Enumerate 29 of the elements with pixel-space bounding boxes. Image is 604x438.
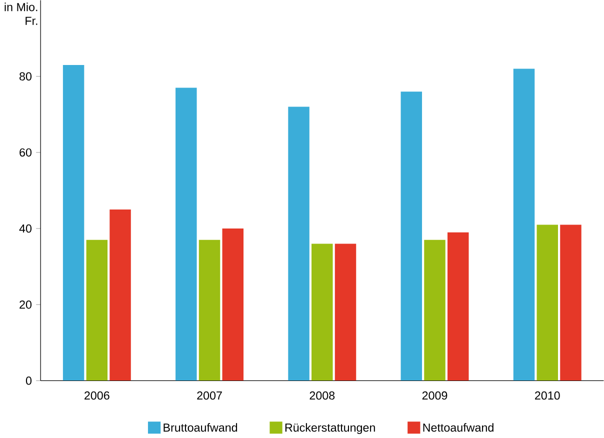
y-tick-label: 60	[20, 148, 32, 157]
x-tick-label: 2008	[310, 392, 335, 400]
bar	[288, 107, 310, 381]
bar	[62, 65, 84, 381]
x-tick-label: 2009	[422, 392, 448, 400]
bar	[86, 240, 108, 381]
y-tick-label: 80	[20, 72, 32, 81]
bar	[176, 88, 197, 381]
legend-label: Bruttoaufwand	[164, 423, 238, 432]
x-tick-label: 2010	[535, 392, 560, 400]
bar	[110, 210, 131, 381]
bar	[334, 244, 356, 381]
y-tick-label: 20	[20, 300, 32, 309]
x-tick-label: 2007	[197, 392, 222, 400]
y-axis-title: in Mio. Fr.	[4, 2, 38, 26]
bar	[312, 244, 333, 381]
y-tick-label: 0	[26, 376, 32, 386]
x-tick-label: 2006	[84, 392, 110, 400]
legend-label: Nettoaufwand	[423, 423, 494, 432]
bar	[222, 228, 244, 381]
bar	[513, 68, 535, 381]
bar	[400, 92, 422, 381]
bar	[447, 232, 469, 381]
bar	[536, 224, 558, 381]
bar	[198, 240, 220, 381]
y-tick-label: 40	[19, 224, 32, 233]
bar	[560, 224, 582, 381]
legend-label: Rückerstattungen	[285, 423, 375, 434]
bar	[424, 240, 446, 381]
